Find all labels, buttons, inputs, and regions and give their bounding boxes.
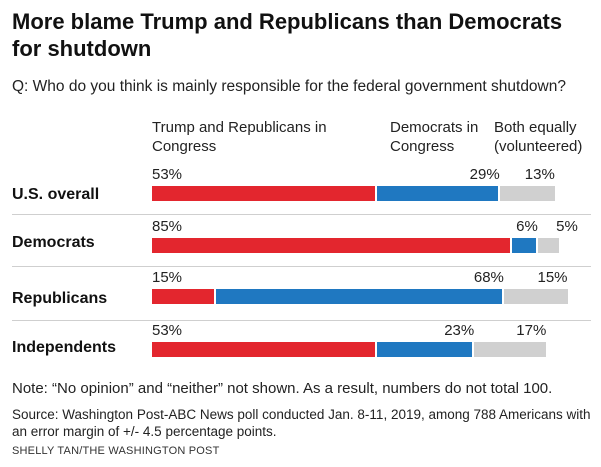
row-separator — [12, 214, 591, 215]
chart-credit: SHELLY TAN/THE WASHINGTON POST — [12, 445, 220, 457]
column-header-both-equally: Both equally (volunteered) — [494, 119, 583, 155]
row-label-republicans: Republicans — [12, 290, 108, 307]
bar-independents-both-equally-volunteered — [474, 342, 547, 357]
bar-republicans-both-equally-volunteered — [503, 289, 568, 304]
bar-u-s-overall-trump-and-republicans-in-congress — [152, 186, 375, 201]
bar-democrats-trump-and-republicans-in-congress — [152, 238, 511, 253]
row-separator — [12, 320, 591, 321]
value-label-democrats-trump-and-republicans-in-congress: 85% — [152, 218, 183, 235]
row-label-u-s-overall: U.S. overall — [12, 186, 100, 203]
bar-republicans-democrats-in-congress — [215, 289, 502, 304]
value-label-republicans-trump-and-republicans-in-congress: 15% — [152, 269, 183, 286]
value-label-u-s-overall-trump-and-republicans-in-congress: 53% — [152, 166, 183, 183]
chart-source: Source: Washington Post-ABC News poll co… — [12, 407, 591, 439]
bar-u-s-overall-democrats-in-congress — [376, 186, 498, 201]
bar-democrats-democrats-in-congress — [512, 238, 536, 253]
chart-title: More blame Trump and Republicans than De… — [12, 9, 563, 61]
bar-democrats-both-equally-volunteered — [537, 238, 560, 253]
column-header-democrats: Democrats in Congress — [390, 119, 479, 155]
survey-question: Q: Who do you think is mainly responsibl… — [12, 78, 566, 95]
row-separator — [12, 266, 591, 267]
value-label-u-s-overall-democrats-in-congress: 29% — [469, 166, 500, 183]
value-label-independents-trump-and-republicans-in-congress: 53% — [152, 322, 183, 339]
bar-u-s-overall-both-equally-volunteered — [499, 186, 555, 201]
value-label-democrats-democrats-in-congress: 6% — [516, 218, 538, 235]
value-label-republicans-democrats-in-congress: 68% — [473, 269, 504, 286]
bar-independents-trump-and-republicans-in-congress — [152, 342, 375, 357]
row-label-independents: Independents — [12, 339, 117, 356]
value-label-republicans-both-equally-volunteered: 15% — [537, 269, 568, 286]
value-label-independents-democrats-in-congress: 23% — [444, 322, 475, 339]
value-label-u-s-overall-both-equally-volunteered: 13% — [524, 166, 555, 183]
bar-republicans-trump-and-republicans-in-congress — [152, 289, 214, 304]
value-label-independents-both-equally-volunteered: 17% — [516, 322, 547, 339]
chart-note: Note: “No opinion” and “neither” not sho… — [12, 380, 553, 397]
value-label-democrats-both-equally-volunteered: 5% — [556, 218, 578, 235]
row-label-democrats: Democrats — [12, 234, 95, 251]
bar-independents-democrats-in-congress — [376, 342, 473, 357]
column-header-trump-republicans: Trump and Republicans in Congress — [152, 119, 327, 155]
